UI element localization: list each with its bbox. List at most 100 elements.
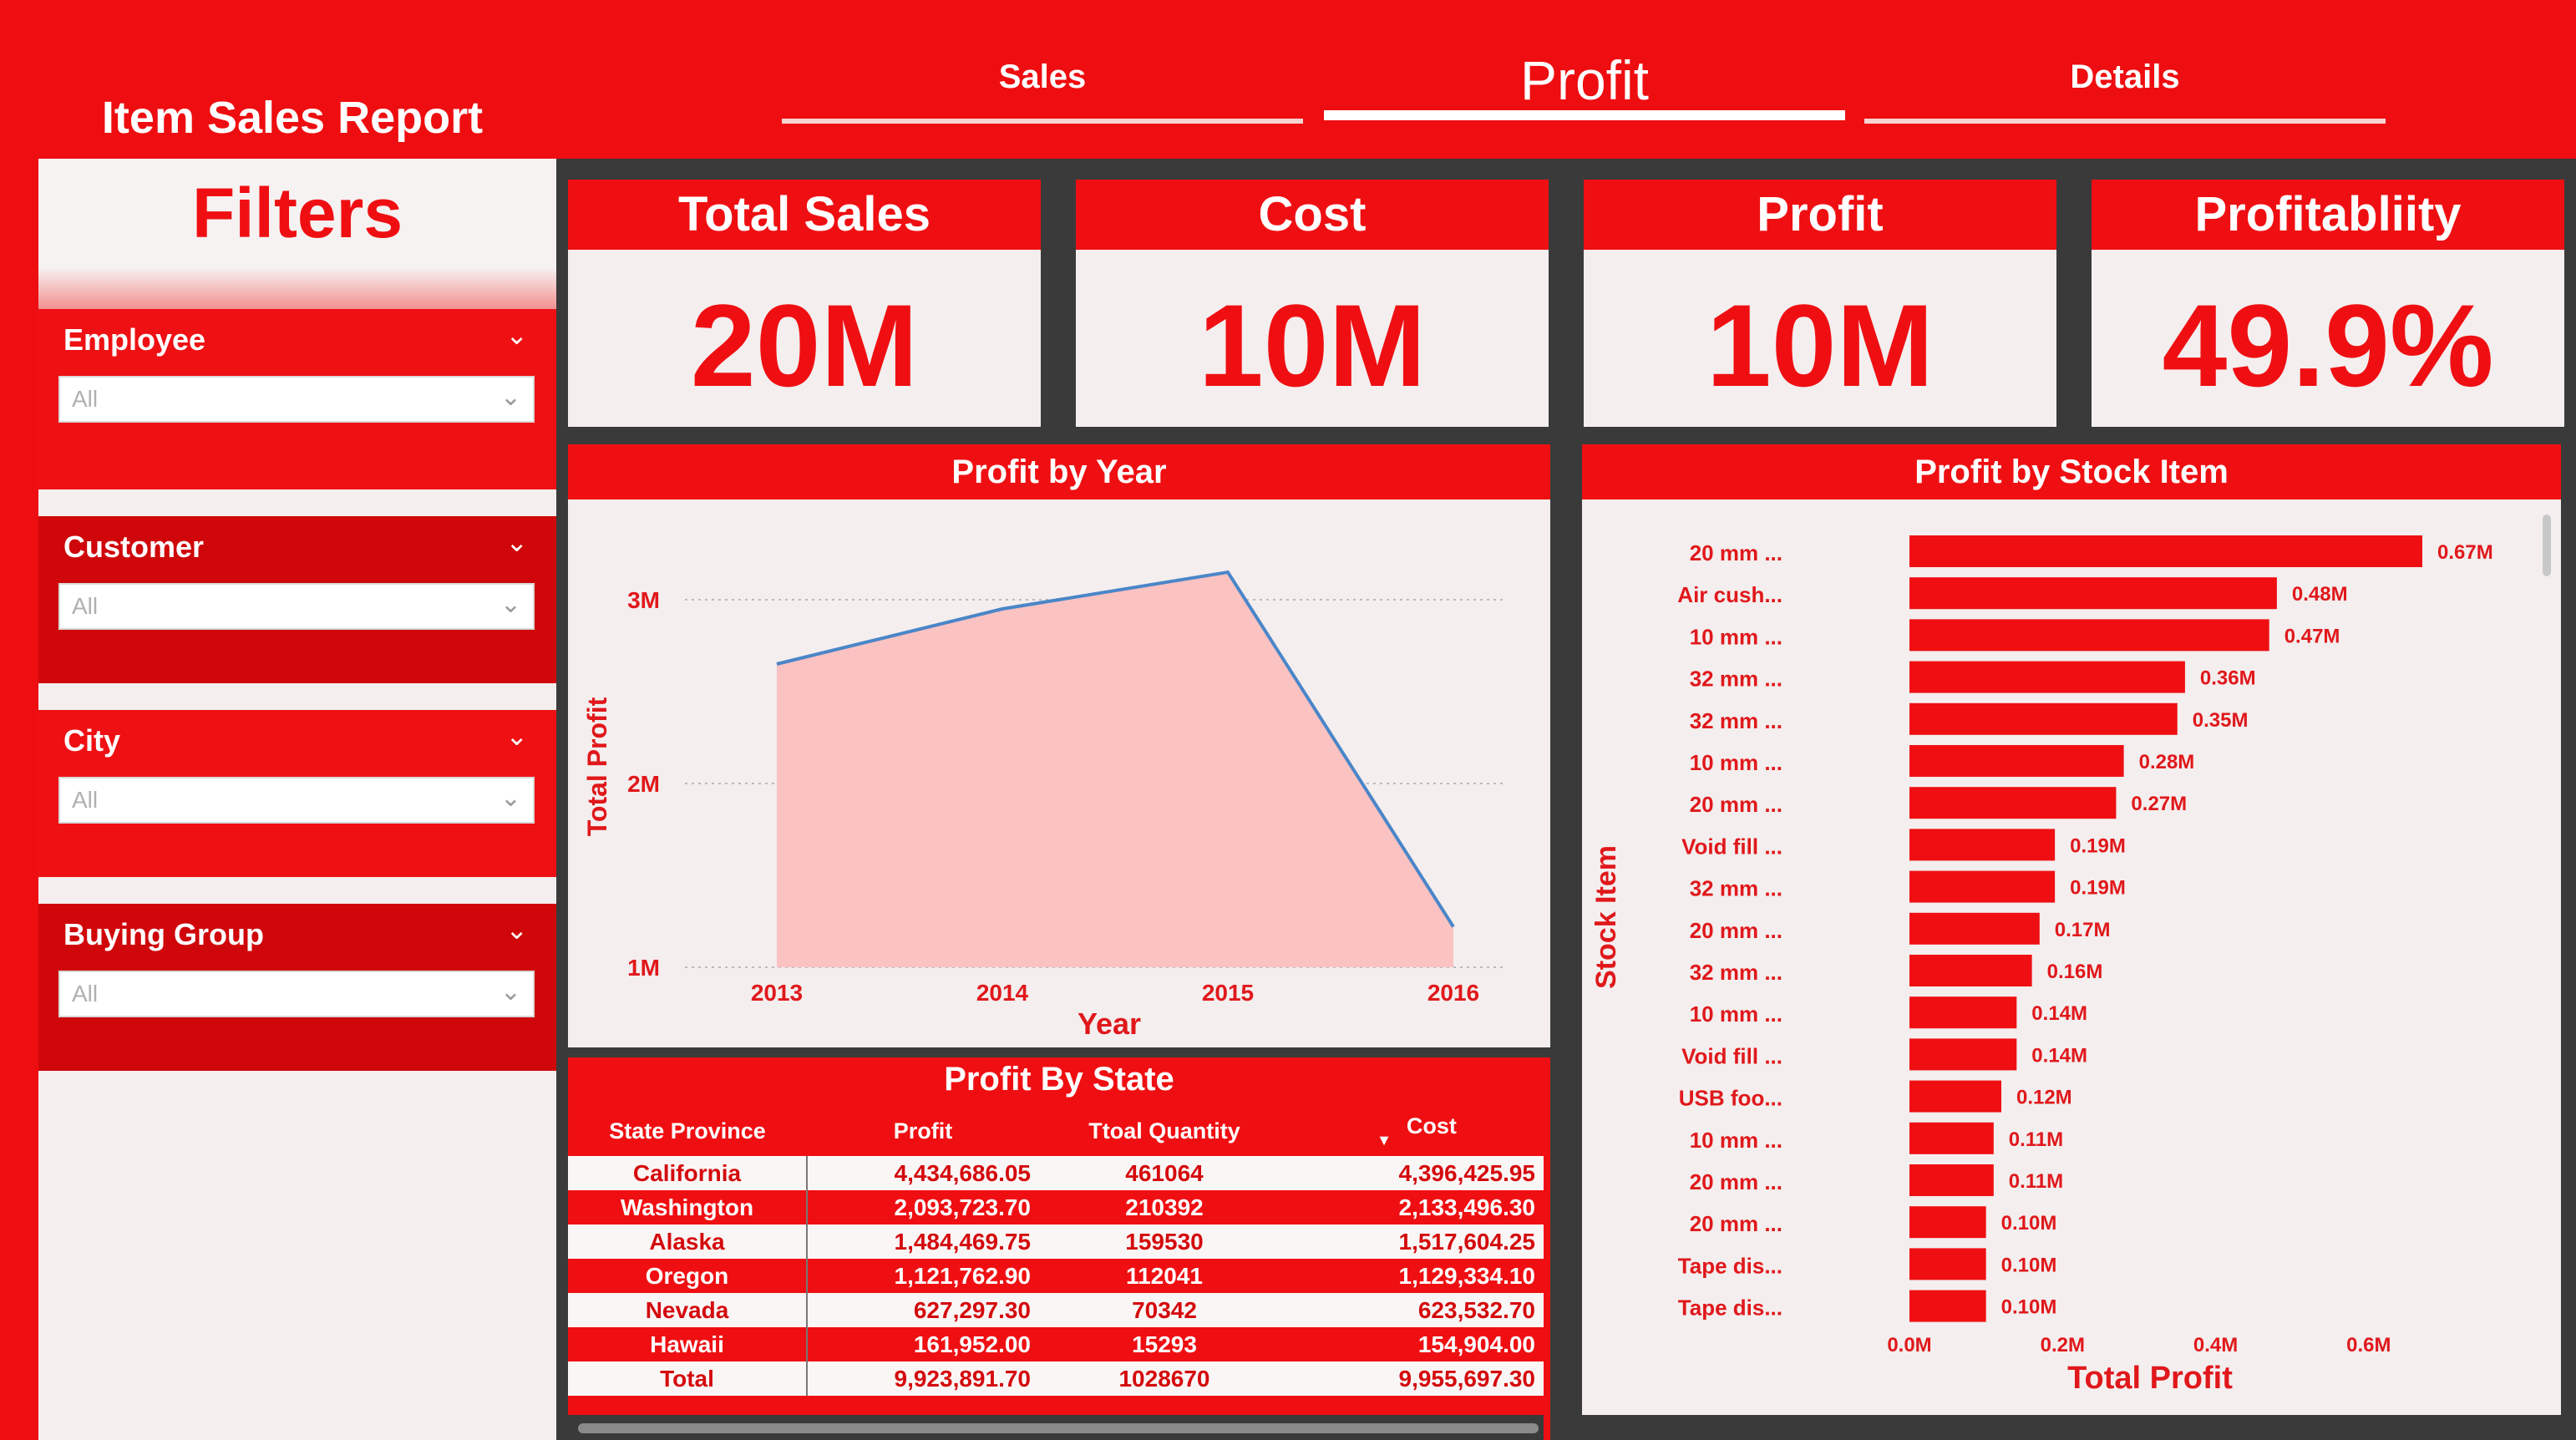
- profit-by-stock-item-chart[interactable]: 20 mm ... 0.67M Air cush... 0.48M 10 mm ... 0…: [1582, 499, 2561, 1415]
- profit-by-state-visual[interactable]: Profit By State State Province Profit Tt…: [568, 1057, 1550, 1440]
- y-axis-title: Stock Item: [1590, 845, 1622, 989]
- cell-state: California: [568, 1156, 808, 1190]
- y-tick-label: 1M: [627, 955, 660, 981]
- col-cost[interactable]: ▼ Cost: [1290, 1106, 1544, 1156]
- data-label: 0.14M: [2031, 1002, 2087, 1025]
- bar: [1909, 1290, 1986, 1322]
- chevron-down-icon[interactable]: ⌄: [505, 915, 528, 945]
- table-row[interactable]: Hawaii 161,952.00 15293 154,904.00: [568, 1327, 1544, 1361]
- table-row[interactable]: Oregon 1,121,762.90 112041 1,129,334.10: [568, 1259, 1544, 1293]
- y-tick-label: 20 mm ...: [1690, 792, 1782, 817]
- y-tick-label: 3M: [627, 587, 660, 613]
- data-label: 0.17M: [2055, 919, 2111, 941]
- slicer-employee: Employee ⌄ All ⌄: [38, 309, 556, 489]
- filters-title: Filters: [38, 159, 556, 267]
- kpi-cost[interactable]: Cost 10M: [1076, 180, 1549, 427]
- chevron-down-icon: ⌄: [499, 383, 521, 411]
- kpi-total-sales[interactable]: Total Sales 20M: [568, 180, 1041, 427]
- bar: [1909, 996, 2017, 1029]
- bar: [1909, 1080, 2001, 1113]
- cell-quantity: 461064: [1039, 1156, 1290, 1190]
- slicer-customer-value: All: [72, 593, 99, 619]
- bar: [1909, 1164, 1994, 1196]
- tab-details-underline: [1864, 119, 2386, 124]
- y-tick-label: 20 mm ...: [1690, 1211, 1782, 1236]
- col-profit[interactable]: Profit: [893, 1118, 953, 1143]
- cell-profit: 4,434,686.05: [807, 1156, 1039, 1190]
- col-total-quantity[interactable]: Ttoal Quantity: [1088, 1118, 1240, 1143]
- chevron-down-icon[interactable]: ⌄: [505, 721, 528, 751]
- data-label: 0.11M: [2009, 1170, 2063, 1193]
- filter-pane: Filters Employee ⌄ All ⌄ Customer ⌄ All …: [38, 159, 556, 1440]
- filters-title-band: [38, 267, 556, 309]
- slicer-employee-header[interactable]: Employee ⌄: [38, 309, 556, 373]
- data-label: 0.19M: [2070, 834, 2126, 857]
- slicer-employee-dropdown[interactable]: All ⌄: [58, 376, 535, 423]
- profit-by-year-visual[interactable]: Profit by Year 1M 2M 3M 2013 2014 2015 2016 Yea…: [568, 444, 1550, 1047]
- y-tick-label: Void fill ...: [1681, 1043, 1782, 1068]
- kpi-profitability[interactable]: Profitabliity 49.9%: [2092, 180, 2564, 427]
- cell-total-profit: 9,923,891.70: [807, 1361, 1039, 1396]
- slicer-buying-group-header[interactable]: Buying Group ⌄: [38, 904, 556, 967]
- y-tick-label: 10 mm ...: [1690, 1128, 1782, 1153]
- tab-details[interactable]: Details: [1864, 42, 2386, 124]
- slicer-employee-label: Employee: [63, 322, 206, 357]
- x-tick-label: 2016: [1427, 980, 1479, 1006]
- x-axis-title: Year: [1078, 1006, 1141, 1041]
- chevron-down-icon[interactable]: ⌄: [505, 320, 528, 350]
- chevron-down-icon: ⌄: [499, 591, 521, 618]
- data-label: 0.10M: [2001, 1212, 2057, 1235]
- chevron-down-icon[interactable]: ⌄: [505, 527, 528, 557]
- bar: [1909, 702, 2178, 735]
- slicer-customer-dropdown[interactable]: All ⌄: [58, 583, 535, 630]
- data-label: 0.47M: [2284, 625, 2340, 647]
- x-tick-label: 2013: [751, 980, 803, 1006]
- data-label: 0.27M: [2131, 793, 2187, 815]
- data-label: 0.14M: [2031, 1044, 2087, 1067]
- y-tick-label: 32 mm ...: [1690, 708, 1782, 733]
- cell-quantity: 15293: [1039, 1327, 1290, 1361]
- table-row[interactable]: California 4,434,686.05 461064 4,396,425…: [568, 1156, 1544, 1190]
- table-total-row: Total 9,923,891.70 1028670 9,955,697.30: [568, 1361, 1544, 1396]
- data-label: 0.12M: [2016, 1087, 2072, 1109]
- table-row[interactable]: Nevada 627,297.30 70342 623,532.70: [568, 1293, 1544, 1327]
- cell-profit: 161,952.00: [807, 1327, 1039, 1361]
- tab-sales[interactable]: Sales: [782, 42, 1303, 124]
- slicer-city-header[interactable]: City ⌄: [38, 710, 556, 773]
- slicer-buying-group-dropdown[interactable]: All ⌄: [58, 971, 535, 1017]
- profit-by-stock-item-visual[interactable]: Profit by Stock Item 20 mm ... 0.67M Air c…: [1582, 444, 2561, 1415]
- x-tick-label: 2015: [1202, 980, 1254, 1006]
- bar: [1909, 1122, 1994, 1154]
- kpi-profitability-label: Profitabliity: [2092, 180, 2564, 250]
- slicer-customer-header[interactable]: Customer ⌄: [38, 516, 556, 580]
- kpi-profit[interactable]: Profit 10M: [1584, 180, 2056, 427]
- profit-by-year-chart[interactable]: 1M 2M 3M 2013 2014 2015 2016 Year Total Profit: [568, 499, 1550, 1047]
- slicer-city-dropdown[interactable]: All ⌄: [58, 777, 535, 824]
- slicer-buying-group-label: Buying Group: [63, 917, 264, 951]
- y-tick-label: 20 mm ...: [1690, 540, 1782, 565]
- bar: [1909, 745, 2124, 777]
- table-row[interactable]: Alaska 1,484,469.75 159530 1,517,604.25: [568, 1225, 1544, 1259]
- cell-quantity: 70342: [1039, 1293, 1290, 1327]
- cell-profit: 1,484,469.75: [807, 1225, 1039, 1259]
- scrollbar-thumb[interactable]: [578, 1423, 1539, 1433]
- y-tick-label: 32 mm ...: [1690, 876, 1782, 901]
- bar: [1909, 1038, 2017, 1071]
- table-horizontal-scrollbar[interactable]: [568, 1415, 1544, 1440]
- tab-profit[interactable]: Profit: [1324, 42, 1845, 120]
- y-tick-label: 32 mm ...: [1690, 667, 1782, 692]
- sort-desc-icon[interactable]: ▼: [1377, 1131, 1392, 1148]
- kpi-profitability-value: 49.9%: [2162, 280, 2494, 411]
- bar: [1909, 661, 2185, 693]
- data-label: 0.36M: [2200, 667, 2256, 690]
- cell-cost: 623,532.70: [1290, 1293, 1544, 1327]
- tab-details-label: Details: [2070, 58, 2180, 95]
- y-tick-label: 10 mm ...: [1690, 1001, 1782, 1027]
- y-tick-label: Tape dis...: [1678, 1253, 1782, 1278]
- profit-by-state-title: Profit By State: [944, 1061, 1174, 1098]
- table-row[interactable]: Washington 2,093,723.70 210392 2,133,496…: [568, 1190, 1544, 1225]
- col-state-province[interactable]: State Province: [609, 1118, 766, 1143]
- x-tick-label: 0.4M: [2193, 1334, 2238, 1356]
- y-tick-label: 2M: [627, 771, 660, 797]
- kpi-cost-value: 10M: [1198, 280, 1427, 411]
